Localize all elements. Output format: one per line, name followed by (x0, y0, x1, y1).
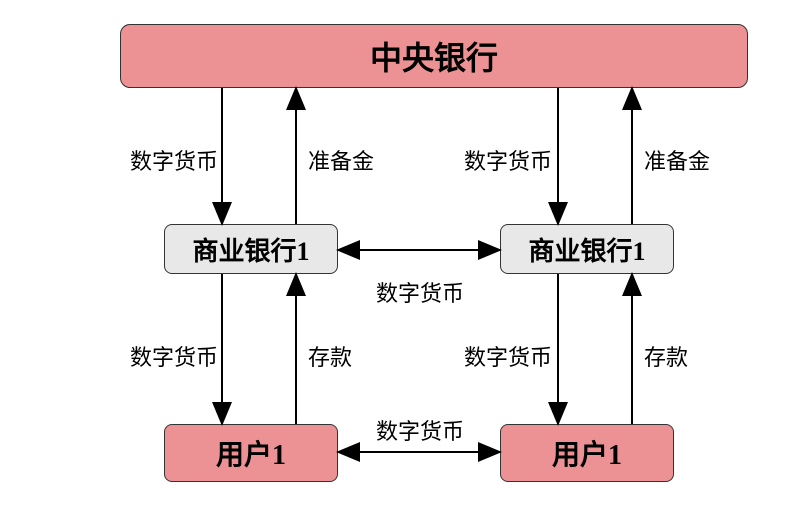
edge-label: 存款 (308, 340, 352, 372)
node-commercial-bank-2: 商业银行1 (500, 224, 674, 274)
edge-label: 数字货币 (376, 276, 464, 308)
edge-label: 数字货币 (130, 144, 218, 176)
edge-label: 数字货币 (376, 414, 464, 446)
edge-label: 数字货币 (464, 340, 552, 372)
edge-label: 数字货币 (130, 340, 218, 372)
node-commercial-bank-1: 商业银行1 (164, 224, 338, 274)
edge-label: 存款 (644, 340, 688, 372)
edge-label: 准备金 (308, 144, 374, 176)
node-label: 中央银行 (370, 33, 498, 79)
node-user-2: 用户1 (500, 424, 674, 482)
node-user-1: 用户1 (164, 424, 338, 482)
node-central-bank: 中央银行 (120, 24, 748, 88)
node-label: 用户1 (552, 433, 622, 473)
node-label: 商业银行1 (192, 231, 309, 268)
edge-label: 准备金 (644, 144, 710, 176)
node-label: 商业银行1 (528, 231, 645, 268)
edge-label: 数字货币 (464, 144, 552, 176)
node-label: 用户1 (216, 433, 286, 473)
